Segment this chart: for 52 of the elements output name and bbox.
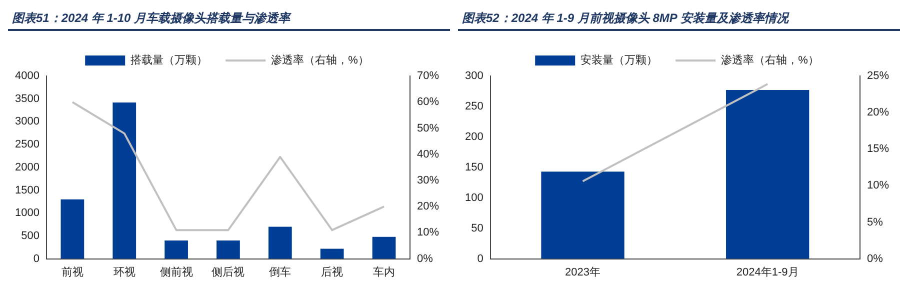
y-tick-label: 1500 [14,184,40,196]
x-tick-label: 倒车 [269,265,292,278]
legend-label: 渗透率（右轴，%） [721,54,819,67]
y2-tick-label: 0% [416,252,434,265]
y-tick-label: 3000 [14,116,40,128]
x-tick-label: 2023年 [565,266,601,278]
y-tick-label: 2000 [14,161,40,174]
x-tick-label: 侧后视 [212,265,245,278]
y2-tick-label: 5% [866,216,884,228]
x-tick-label: 车内 [373,265,396,278]
y2-tick-label: 25% [866,70,890,82]
y-tick-label: 0 [33,252,40,265]
bar [112,102,136,259]
y2-tick-label: 50% [416,122,440,134]
chart-title: 图表51：2024 年 1-10 月车载摄像头搭载量与渗透率 [8,8,450,31]
chart-title: 图表52：2024 年 1-9 月前视摄像头 8MP 安装量及渗透率情况 [458,8,900,31]
y2-tick-label: 0% [866,252,884,265]
bar [60,199,84,259]
y-tick-label: 250 [464,100,484,112]
y2-tick-label: 10% [416,226,440,239]
bar [164,240,188,259]
y-tick-label: 4000 [14,70,40,82]
bar [372,236,396,259]
bar [320,248,344,259]
y-tick-label: 100 [464,192,484,204]
y-tick-label: 200 [464,130,484,143]
x-tick-label: 前视 [61,265,84,278]
y2-tick-label: 60% [416,96,440,108]
y2-tick-label: 20% [866,106,890,119]
y-tick-label: 300 [464,70,484,82]
y-tick-label: 3500 [14,92,40,105]
x-tick-label: 后视 [321,265,344,278]
legend-label: 搭载量（万颗） [130,54,208,67]
x-tick-label: 环视 [113,265,136,278]
y2-tick-label: 10% [866,180,890,192]
y-tick-label: 0 [477,252,484,265]
y-tick-label: 50 [471,222,484,234]
y-tick-label: 1000 [14,207,40,220]
y-tick-label: 2500 [14,138,40,151]
x-tick-label: 2024年1-9月 [736,266,799,278]
legend-label: 安装量（万颗） [580,54,658,67]
y-tick-label: 500 [21,230,40,242]
y2-tick-label: 70% [416,70,440,82]
y2-tick-label: 40% [416,148,440,160]
y2-tick-label: 20% [416,200,440,213]
y2-tick-label: 30% [416,174,440,186]
bar [268,226,292,259]
legend-label: 渗透率（右轴，%） [271,54,369,67]
bar [216,240,240,259]
x-tick-label: 侧前视 [160,265,193,278]
y2-tick-label: 15% [866,143,890,156]
y-tick-label: 150 [464,161,484,174]
